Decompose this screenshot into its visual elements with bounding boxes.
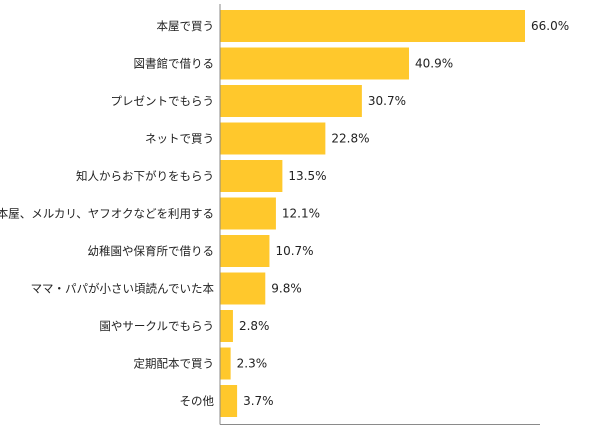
category-label-3: ネットで買う (145, 132, 214, 146)
axes (219, 4, 540, 425)
bar-8 (220, 310, 233, 342)
category-labels: 本屋で買う図書館で借りるプレゼントでもらうネットで買う知人からお下がりをもらう古… (0, 19, 214, 408)
bar-0 (220, 10, 525, 42)
value-label-1: 40.9% (415, 57, 453, 71)
bar-5 (220, 197, 276, 230)
value-label-9: 2.3% (237, 357, 268, 371)
bar-10 (220, 385, 238, 417)
bar-3 (220, 122, 326, 155)
category-label-4: 知人からお下がりをもらう (76, 169, 214, 183)
category-label-0: 本屋で買う (157, 19, 215, 33)
category-label-2: プレゼントでもらう (111, 94, 215, 108)
value-label-10: 3.7% (243, 394, 274, 408)
category-label-9: 定期配本で買う (134, 357, 215, 371)
value-label-7: 9.8% (271, 282, 302, 296)
bar-7 (220, 272, 266, 305)
bar-1 (220, 47, 410, 80)
category-label-1: 図書館で借りる (134, 57, 215, 71)
value-label-8: 2.8% (239, 319, 270, 333)
bar-9 (220, 347, 231, 380)
category-label-7: ママ・パパが小さい頃読んでいた本 (31, 282, 215, 296)
category-label-6: 幼稚園や保育所で借りる (88, 244, 215, 258)
value-label-2: 30.7% (368, 94, 406, 108)
bars-layer (220, 10, 525, 417)
value-label-3: 22.8% (331, 132, 369, 146)
bar-2 (220, 85, 362, 117)
value-label-0: 66.0% (531, 19, 569, 33)
value-label-4: 13.5% (288, 169, 326, 183)
value-label-5: 12.1% (282, 207, 320, 221)
bar-4 (220, 160, 283, 192)
category-label-8: 園やサークルでもらう (99, 319, 214, 333)
bar-6 (220, 235, 270, 267)
value-labels: 66.0% 40.9% 30.7% 22.8% 13.5% 12.1% 10.7% 9.8% 2… (237, 19, 569, 408)
category-label-5: 古本屋、メルカリ、ヤフオクなどを利用する (0, 207, 214, 221)
value-label-6: 10.7% (275, 244, 313, 258)
category-label-10: その他 (180, 394, 215, 408)
